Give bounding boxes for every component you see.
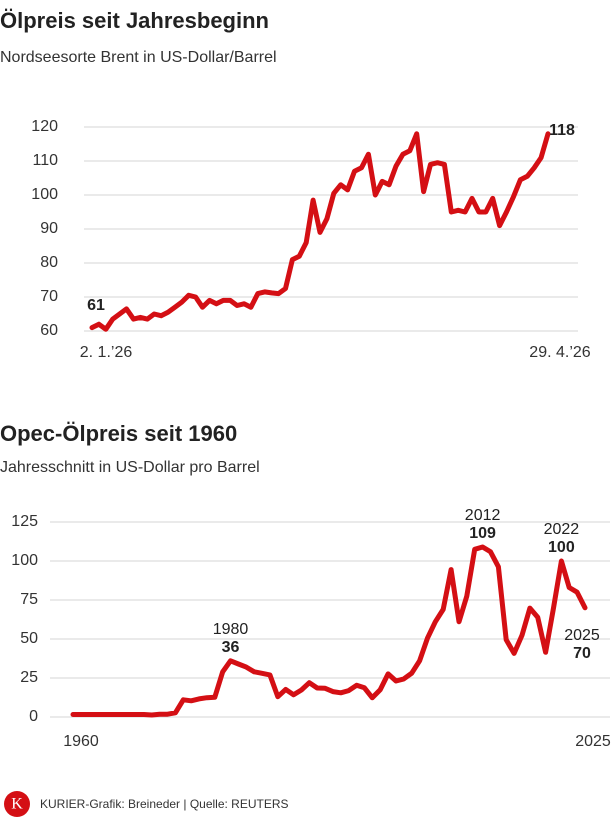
y-tick-label: 110 xyxy=(32,152,58,169)
y-tick-label: 100 xyxy=(11,552,38,569)
title: Ölpreis seit Jahresbeginn xyxy=(0,8,269,33)
x-tick-label: 2025 xyxy=(575,733,611,750)
y-tick-label: 80 xyxy=(40,254,58,271)
data-label: 61 xyxy=(87,297,105,314)
data-label: 100 xyxy=(548,539,575,556)
x-tick-label: 1960 xyxy=(63,733,99,750)
annotation-year: 1980 xyxy=(213,621,249,638)
subtitle: Jahresschnitt in US-Dollar pro Barrel xyxy=(0,459,260,476)
line xyxy=(89,131,551,332)
annotation-year: 2012 xyxy=(465,507,501,524)
y-tick-label: 0 xyxy=(29,708,38,725)
y-tick-label: 120 xyxy=(31,118,58,135)
annotation-year: 2025 xyxy=(564,627,600,644)
x-tick-label: 2. 1.’26 xyxy=(80,344,133,361)
data-label: 70 xyxy=(573,645,591,662)
title: Opec-Ölpreis seit 1960 xyxy=(0,421,237,446)
y-tick-label: 70 xyxy=(40,288,58,305)
data-label: 109 xyxy=(469,525,496,542)
y-tick-label: 75 xyxy=(20,591,38,608)
y-tick-label: 125 xyxy=(11,513,38,530)
y-tick-label: 25 xyxy=(20,669,38,686)
data-label: 118 xyxy=(549,122,575,139)
y-tick-label: 60 xyxy=(40,322,58,339)
y-tick-label: 100 xyxy=(31,186,58,203)
subtitle: Nordseesorte Brent in US-Dollar/Barrel xyxy=(0,49,277,66)
y-tick-label: 50 xyxy=(20,630,38,647)
logo-circle xyxy=(4,791,30,817)
line xyxy=(70,544,588,718)
credit: KURIER-Grafik: Breineder | Quelle: REUTE… xyxy=(40,797,289,811)
logo: K xyxy=(11,796,23,813)
x-tick-label: 29. 4.’26 xyxy=(529,344,590,361)
y-tick-label: 90 xyxy=(40,220,58,237)
annotation-year: 2022 xyxy=(544,521,580,538)
data-label: 36 xyxy=(222,639,240,656)
